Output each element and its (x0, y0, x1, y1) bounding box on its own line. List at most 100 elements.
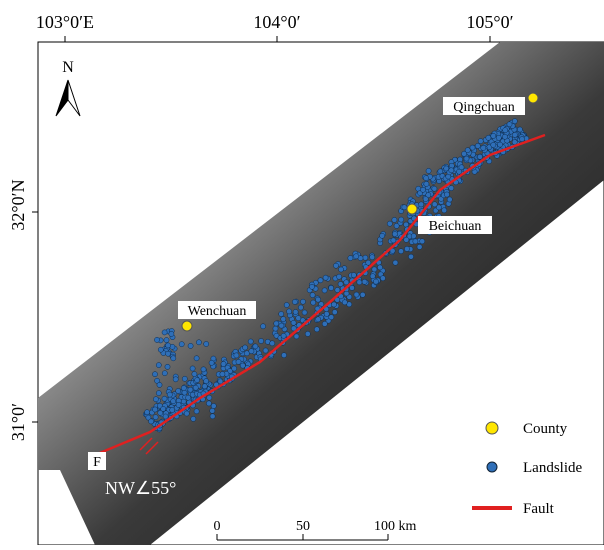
landslide-point (305, 331, 310, 336)
landslide-point (158, 347, 163, 352)
landslide-point (188, 387, 193, 392)
landslide-point (316, 317, 321, 322)
landslide-point (444, 192, 449, 197)
lat-label: 32°0′N (8, 179, 28, 230)
landslide-point (156, 391, 161, 396)
landslide-point (503, 128, 508, 133)
landslide-point (171, 356, 176, 361)
county-label: Qingchuan (453, 100, 514, 115)
landslide-point (232, 366, 237, 371)
landslide-point (392, 217, 397, 222)
landslide-point (210, 414, 215, 419)
landslide-point (447, 197, 452, 202)
landslide-point (188, 343, 193, 348)
landslide-point (329, 315, 334, 320)
landslide-point (179, 342, 184, 347)
landslide-point (517, 127, 522, 132)
landslide-point (154, 337, 159, 342)
landslide-point (210, 408, 215, 413)
landslide-point (176, 388, 181, 393)
scale-label: 50 (296, 519, 310, 534)
landslide-point (270, 341, 275, 346)
landslide-point (464, 156, 469, 161)
landslide-point (392, 231, 397, 236)
landslide-point (424, 176, 429, 181)
county-label: Beichuan (429, 219, 482, 234)
landslide-point (442, 208, 447, 213)
landslide-point (344, 280, 349, 285)
landslide-point (190, 366, 195, 371)
landslide-point (165, 351, 170, 356)
landslide-point (491, 142, 496, 147)
landslide-point (309, 284, 314, 289)
landslide-point (404, 246, 409, 251)
landslide-point (204, 379, 209, 384)
legend-county (486, 422, 498, 434)
landslide-point (298, 305, 303, 310)
landslide-point (181, 386, 186, 391)
landslide-point (323, 275, 328, 280)
north-label: N (62, 59, 74, 76)
landslide-point (211, 403, 216, 408)
landslide-point (342, 300, 347, 305)
landslide-point (393, 260, 398, 265)
landslide-point (153, 397, 158, 402)
landslide-point (413, 239, 418, 244)
landslide-point (279, 323, 284, 328)
landslide-point (281, 353, 286, 358)
landslide-point (512, 140, 517, 145)
landslide-point (322, 321, 327, 326)
landslide-point (354, 254, 359, 259)
landslide-point (149, 419, 154, 424)
landslide-point (204, 341, 209, 346)
landslide-point (372, 267, 377, 272)
landslide-point (164, 338, 169, 343)
lon-label: 104°0′ (253, 12, 300, 32)
legend-label: Landslide (523, 460, 582, 476)
landslide-point (156, 363, 161, 368)
landslide-point (220, 372, 225, 377)
page: 103°0′E 104°0′ 105°0′ 32°0′N 31°0′ N Qin… (0, 0, 604, 550)
landslide-point (236, 359, 241, 364)
legend-label: Fault (523, 501, 555, 517)
landslide-point (519, 137, 524, 142)
landslide-point (348, 256, 353, 261)
landslide-point (354, 292, 359, 297)
landslide-point (432, 202, 437, 207)
landslide-point (248, 339, 253, 344)
landslide-point (512, 132, 517, 137)
landslide-point (162, 396, 167, 401)
top-labels: 103°0′E 104°0′ 105°0′ (36, 12, 514, 32)
lon-label: 103°0′E (36, 12, 94, 32)
landslide-point (420, 187, 425, 192)
landslide-point (432, 186, 437, 191)
landslide-point (333, 263, 338, 268)
landslide-point (157, 382, 162, 387)
scale-label: 100 km (374, 519, 417, 534)
landslide-point (194, 409, 199, 414)
landslide-point (263, 348, 268, 353)
landslide-point (195, 378, 200, 383)
landslide-point (332, 310, 337, 315)
landslide-point (261, 324, 266, 329)
landslide-point (162, 330, 167, 335)
landslide-point (512, 119, 517, 124)
landslide-point (362, 279, 367, 284)
landslide-point (192, 372, 197, 377)
landslide-point (380, 233, 385, 238)
legend-landslide (487, 462, 497, 472)
landslide-point (176, 402, 181, 407)
landslide-point (338, 267, 343, 272)
county-point (182, 321, 192, 331)
landslide-point (287, 309, 292, 314)
dip-label: NW∠55° (105, 478, 176, 498)
landslide-point (311, 300, 316, 305)
landslide-point (377, 265, 382, 270)
landslide-point (163, 414, 168, 419)
landslide-point (363, 255, 368, 260)
landslide-point (331, 302, 336, 307)
landslide-point (279, 311, 284, 316)
landslide-point (259, 338, 264, 343)
landslide-point (507, 122, 512, 127)
landslide-point (404, 237, 409, 242)
